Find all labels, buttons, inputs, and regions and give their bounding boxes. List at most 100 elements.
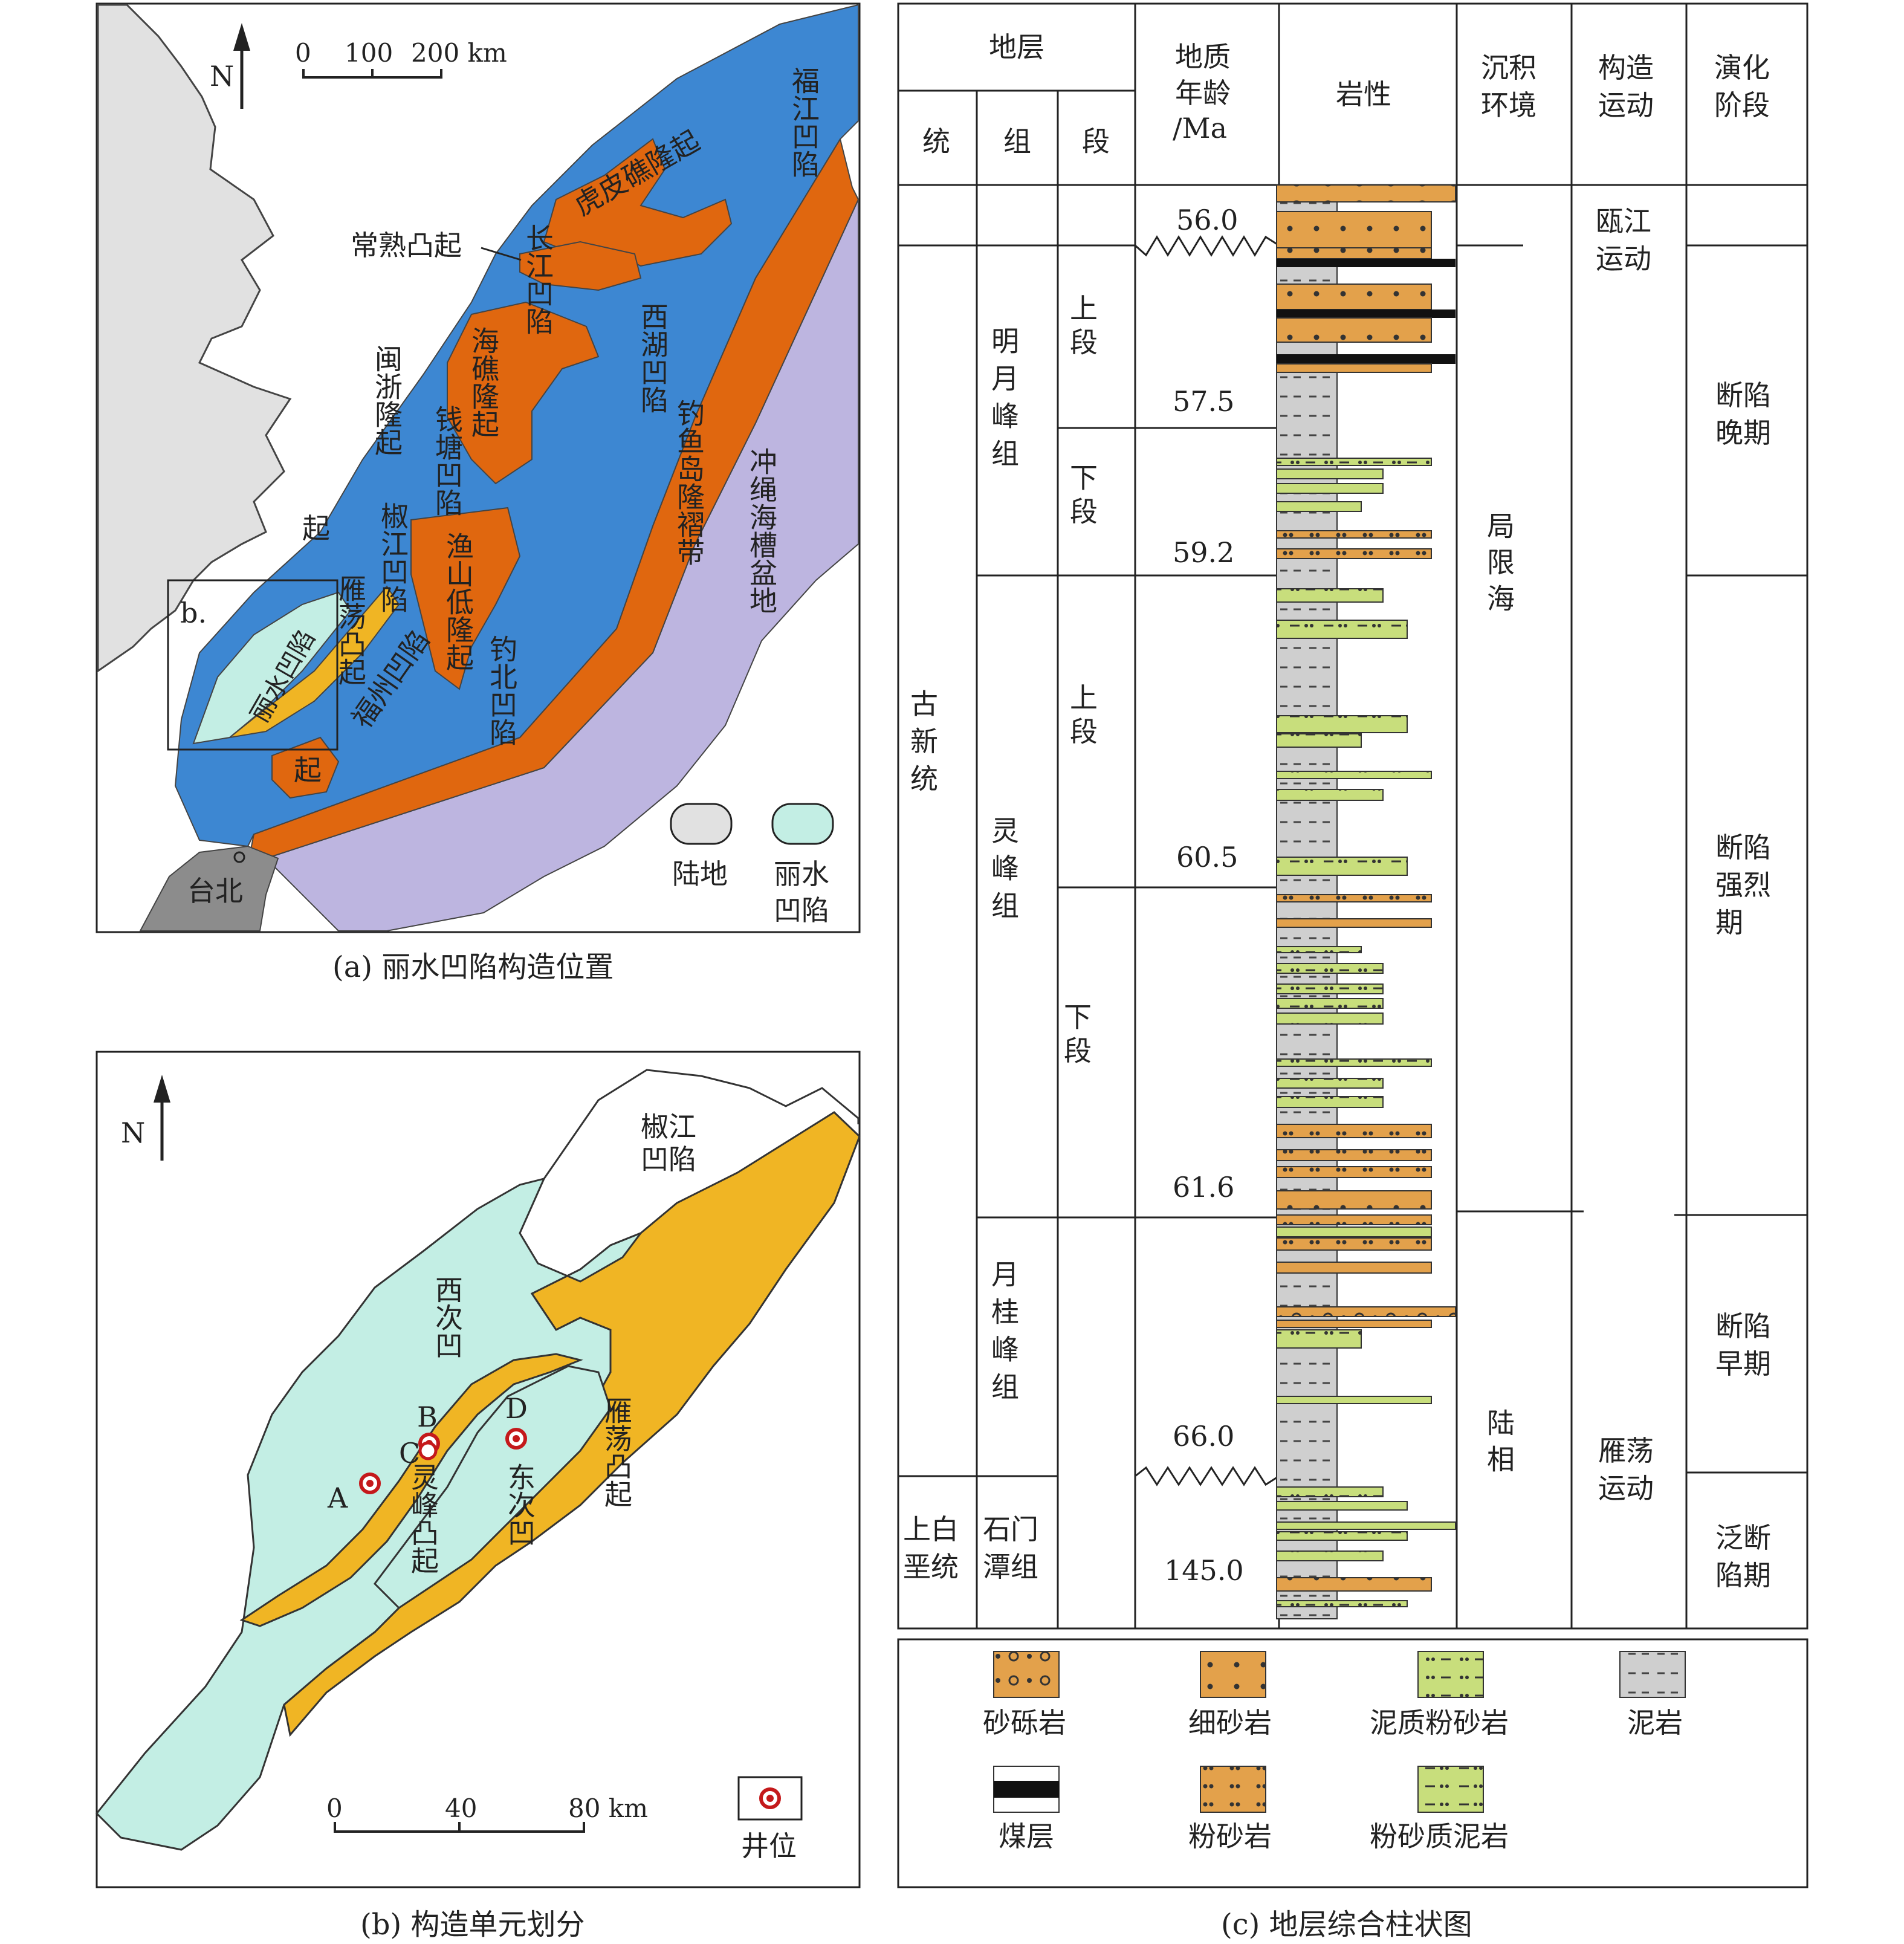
caption-c: (c) 地层综合柱状图: [1221, 1908, 1472, 1942]
haijiao-uplift: [447, 301, 600, 485]
scale-bar-b: 0 40 80 km: [326, 1793, 648, 1833]
caption-b: (b) 构造单元划分: [360, 1908, 584, 1942]
litho-bed: [1276, 1600, 1408, 1607]
tec-yandang-2: 运动: [1598, 1472, 1654, 1505]
legend-conglo-label: 砂砾岩: [983, 1706, 1066, 1739]
panel-b-map: N 椒江 凹陷 西次凹 灵峰凸起 东次凹 雁荡凸起 A B C D: [95, 1051, 861, 1942]
label-b-dongci: 东次凹: [504, 1463, 536, 1546]
label-chongsheng: 冲绳海槽盆地: [745, 447, 778, 614]
label-b-jiaojiang-2: 凹陷: [641, 1143, 696, 1176]
north-arrow-b: N: [121, 1075, 170, 1161]
legend-well-label: 井位: [741, 1830, 797, 1862]
legend-land-swatch: [670, 803, 733, 845]
taipei-dot: [233, 851, 245, 863]
southern-uplift: [271, 736, 340, 799]
stage-pan-rift-label: 泛断陷期: [1715, 1521, 1771, 1592]
age-4: 61.6: [1173, 1171, 1234, 1204]
label-changjiang: 长江凹陷: [522, 224, 554, 335]
north-label-a: N: [210, 60, 234, 92]
legend-well-core: [766, 1795, 774, 1802]
changshu-leader: [481, 247, 522, 261]
stage-pan-rift: 泛断陷期: [1715, 1521, 1771, 1592]
litho-bed: [1276, 247, 1432, 259]
label-b-lingfeng: 灵峰凸起: [407, 1463, 439, 1574]
env-continental: 陆相: [1483, 1408, 1515, 1481]
litho-bed: [1276, 1531, 1408, 1541]
hdr-age-2: 年龄: [1175, 77, 1231, 109]
panel-c-column: 地层 统 组 段 地质 年龄 /Ma 岩性 沉积 环境 构造 运动 演化 阶段 …: [897, 2, 1808, 1942]
stage-early-rift: 断陷早期: [1715, 1310, 1771, 1380]
litho-bed: [1276, 998, 1384, 1009]
stage-late-rift-label: 断陷晚期: [1715, 379, 1771, 449]
jiaojiang-boundary: [543, 1069, 860, 1179]
legend-lishui-swatch: [771, 803, 834, 845]
litho-bed: [1276, 1096, 1384, 1108]
yushan-low-uplift: [410, 507, 521, 690]
legend-mudsilt-swatch: [1417, 1651, 1484, 1698]
litho-bed: [1276, 501, 1362, 512]
litho-bed: [1276, 588, 1384, 603]
label-minzhe-qi: 起: [302, 512, 330, 545]
litho-bed: [1276, 530, 1432, 539]
legend-conglo-swatch: [993, 1651, 1060, 1698]
label-haijiao: 海礁隆起: [467, 326, 500, 438]
label-minzhe: 闽浙隆起: [371, 345, 403, 456]
litho-bed: [1276, 458, 1432, 466]
well-C: C: [399, 1437, 438, 1469]
litho-bed: [1276, 1058, 1432, 1067]
fm-shimentan-2: 潭组: [983, 1550, 1038, 1583]
scale-bar-a: 0 100 200 km: [295, 38, 507, 79]
legend-coal-band: [994, 1781, 1059, 1798]
scale-a-tick-0: 0: [295, 38, 311, 68]
litho-bed: [1276, 1329, 1362, 1349]
litho-bed: [1276, 1486, 1384, 1497]
legend-lishui-label-2: 凹陷: [774, 894, 829, 927]
stage-strong-rift-label: 断陷强烈期: [1715, 831, 1771, 939]
mb-upper-2: 上段: [1066, 683, 1098, 751]
litho-bed: [1276, 983, 1384, 994]
hdr-stratum: 地层: [989, 31, 1044, 63]
litho-bed: [1276, 1396, 1432, 1404]
litho-bed: [1276, 284, 1432, 310]
scale-b-tick-1: 40: [445, 1793, 477, 1823]
age-6: 145.0: [1164, 1554, 1244, 1587]
litho-bed: [1276, 1577, 1432, 1592]
age-3: 60.5: [1176, 841, 1238, 873]
litho-bed: [1276, 620, 1408, 639]
label-b-xici: 西次凹: [431, 1275, 464, 1359]
stage-late-rift: 断陷晚期: [1715, 379, 1771, 449]
label-xihu: 西湖凹陷: [636, 302, 669, 413]
litho-bed: [1276, 1320, 1432, 1328]
legend-fine-swatch: [1200, 1651, 1266, 1698]
age-0: 56.0: [1176, 204, 1238, 236]
litho-bed: [1276, 211, 1432, 248]
fm-mingyuefeng: 明月峰组: [987, 326, 1020, 476]
litho-bed: [1276, 733, 1362, 748]
label-qiantang: 钱塘凹陷: [431, 405, 464, 516]
litho-bed: [1276, 483, 1384, 494]
litho-bed: [1276, 1550, 1384, 1561]
stage-strong-rift: 断陷强烈期: [1715, 831, 1771, 939]
hdr-env-2: 环境: [1481, 89, 1536, 122]
legend-lishui-label-1: 丽水: [774, 858, 829, 890]
hdr-lithology: 岩性: [1336, 78, 1391, 111]
hdr-tec-1: 构造: [1598, 51, 1654, 84]
panel-a-map: N 0 100 200 km 常熟凸起 福江凹陷 长江凹陷 虎皮礁隆起 西湖凹陷…: [96, 2, 861, 984]
east-sub-sag-b: [374, 1365, 612, 1609]
legend-mud-label: 泥岩: [1627, 1706, 1683, 1739]
legend-siltmud-label: 粉砂质泥岩: [1370, 1820, 1509, 1853]
tec-oujiang-1: 瓯江: [1596, 205, 1651, 238]
hdr-series: 统: [922, 125, 950, 158]
litho-bed: [1276, 1012, 1384, 1025]
label-jiaojiang: 椒江凹陷: [377, 502, 409, 613]
litho-bed: [1276, 468, 1384, 479]
label-fujiang: 福江凹陷: [788, 66, 820, 178]
north-arrow-a: N: [210, 23, 250, 109]
scale-b-tick-0: 0: [326, 1793, 343, 1823]
label-diaobei: 钓北凹陷: [485, 635, 518, 746]
panel-c-frame: [897, 2, 1808, 1630]
changshu-uplift: [519, 241, 642, 291]
well-D: D: [505, 1392, 528, 1450]
litho-bed: [1276, 894, 1432, 902]
